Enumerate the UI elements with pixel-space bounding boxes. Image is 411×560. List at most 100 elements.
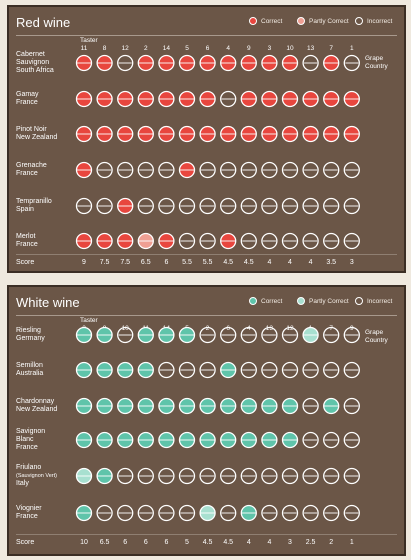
result-row <box>75 326 360 344</box>
result-marker <box>240 232 257 250</box>
score-value: 4 <box>267 259 272 266</box>
result-marker <box>96 431 113 449</box>
wine-label: Tempranillo Spain <box>16 198 52 214</box>
result-marker <box>178 90 196 108</box>
taster-number: 1 <box>349 45 354 52</box>
score-value: 1 <box>349 539 354 546</box>
result-marker <box>281 431 299 449</box>
result-marker <box>75 54 93 72</box>
result-marker <box>240 326 257 344</box>
result-marker <box>137 54 154 72</box>
result-marker <box>261 431 278 449</box>
taster-number: 7 <box>329 45 333 52</box>
white-wine-panel: White wine Correct Partly Correct Incorr… <box>7 285 406 556</box>
score-value: 7.5 <box>120 259 131 266</box>
result-marker <box>96 361 113 379</box>
header-divider <box>16 315 397 316</box>
score-value: 6.5 <box>140 259 151 266</box>
score-value: 7.5 <box>99 259 110 266</box>
wine-label-line: France <box>16 444 38 451</box>
grape-country-label: Grape Country <box>365 55 388 71</box>
result-marker <box>343 54 360 72</box>
wine-label: Semillon Australia <box>16 362 43 378</box>
taster-number: 10 <box>121 325 129 332</box>
taster-number: 9 <box>349 325 354 332</box>
result-marker <box>137 232 154 250</box>
result-marker <box>220 232 237 250</box>
result-marker <box>117 431 134 449</box>
wine-label: Grenache France <box>16 162 47 178</box>
result-marker <box>281 232 299 250</box>
result-row <box>75 467 360 485</box>
result-row <box>75 232 360 250</box>
taster-number: 10 <box>286 45 294 52</box>
result-marker <box>220 504 237 522</box>
score-value: 3 <box>349 259 354 266</box>
score-value: 2.5 <box>305 539 316 546</box>
result-marker <box>261 397 278 415</box>
result-marker <box>199 361 216 379</box>
result-marker <box>137 361 154 379</box>
result-marker <box>117 54 134 72</box>
wine-label-line: Australia <box>16 370 44 377</box>
result-marker <box>117 397 134 415</box>
result-marker <box>240 125 257 143</box>
wine-label-line: Sauvignon <box>16 59 50 66</box>
result-marker <box>240 361 257 379</box>
red-wine-panel: Red wine Correct Partly Correct Incorrec… <box>7 5 406 273</box>
legend-incorrect-swatch <box>355 17 363 25</box>
result-marker <box>261 125 278 143</box>
taster-number: 5 <box>185 45 189 52</box>
score-value: 4 <box>308 259 313 266</box>
result-marker <box>323 197 340 215</box>
score-value: 4 <box>246 539 251 546</box>
result-marker <box>199 197 216 215</box>
grape-label: Grape <box>365 55 384 62</box>
wine-label-line: France <box>16 241 38 248</box>
taster-number: 3 <box>267 45 272 52</box>
result-marker <box>220 54 237 72</box>
score-label: Score <box>16 539 35 546</box>
score-label: Score <box>16 259 35 266</box>
result-marker <box>137 431 154 449</box>
taster-number: 6 <box>205 45 210 52</box>
result-marker <box>137 161 154 179</box>
result-marker <box>281 161 299 179</box>
wine-label: Riesling Germany <box>16 327 45 343</box>
result-marker <box>178 232 196 250</box>
wine-label-line: Savignon <box>16 428 46 435</box>
legend-correct-swatch <box>249 17 257 25</box>
score-value: 2 <box>329 539 334 546</box>
result-marker <box>75 326 93 344</box>
result-marker <box>137 326 154 344</box>
result-marker <box>302 232 319 250</box>
result-marker <box>158 467 175 485</box>
result-marker <box>178 504 196 522</box>
result-marker <box>199 90 216 108</box>
wine-label-line: Gamay <box>16 91 39 98</box>
result-marker <box>261 504 278 522</box>
result-marker <box>158 197 175 215</box>
result-marker <box>240 197 257 215</box>
result-marker <box>240 504 257 522</box>
result-marker <box>261 467 278 485</box>
result-marker <box>96 90 113 108</box>
legend-partly-label: Partly Correct <box>309 298 349 305</box>
legend-correct-label: Correct <box>261 18 283 25</box>
wine-label-line: France <box>16 513 38 520</box>
result-marker <box>302 504 319 522</box>
result-marker <box>343 504 360 522</box>
wine-label-line: Italy <box>16 480 29 487</box>
result-marker <box>158 125 175 143</box>
legend-partly-label: Partly Correct <box>309 18 349 25</box>
result-marker <box>323 361 340 379</box>
result-marker <box>178 125 196 143</box>
result-marker <box>158 397 175 415</box>
score-value: 6 <box>164 539 169 546</box>
taster-number: 12 <box>286 325 294 332</box>
wine-label: Merlot France <box>16 233 38 249</box>
result-marker <box>75 197 93 215</box>
legend-incorrect-label: Incorrect <box>367 18 393 25</box>
wine-label: Pinot Noir New Zealand <box>16 126 57 142</box>
wine-label: Friulano (Sauvignon Vert) Italy <box>16 464 57 488</box>
